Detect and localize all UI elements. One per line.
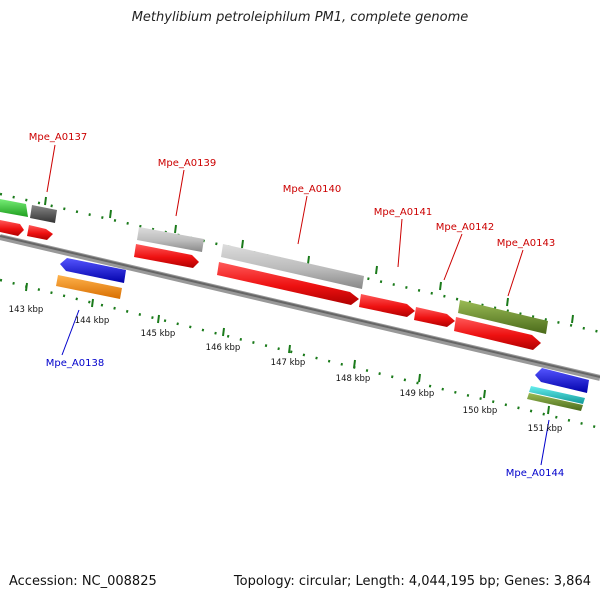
forward-label-leaders [46,144,524,297]
gene-label: Mpe_A0139 [158,158,216,169]
gene-Mpe_A0140-grey [221,244,364,289]
gene-Mpe_A0138-blue [60,258,126,283]
gene-red-small [27,225,53,240]
gene-Mpe_A0144-blue [535,368,589,393]
gene-Mpe_A0139-grey [137,227,204,252]
gene-label: Mpe_A0142 [436,222,494,233]
gene-label: Mpe_A0137 [29,132,87,143]
kbp-label: 150 kbp [463,406,498,416]
gene-label: Mpe_A0141 [374,207,432,218]
forward-strand-genes [0,199,548,350]
gene-Mpe_A0143-olive [458,300,548,334]
gene-green-fragment [0,199,28,217]
inner-scale-ring [0,278,600,430]
kbp-labels: 143 kbp 144 kbp 145 kbp 146 kbp 147 kbp … [9,305,563,434]
kbp-label: 146 kbp [206,343,241,353]
outer-scale-ring [0,192,600,334]
gene-Mpe_A0144-cyan [529,386,585,404]
gene-Mpe_A0139 [134,244,199,268]
reverse-label-leaders [61,309,550,466]
gene-label: Mpe_A0140 [283,184,341,195]
gene-Mpe_A0140 [217,262,359,305]
map-title: Methylibium petroleiphilum PM1, complete… [131,10,469,25]
gene-label: Mpe_A0144 [506,468,564,479]
gene-Mpe_A0137 [30,205,57,223]
kbp-label: 151 kbp [528,424,563,434]
kbp-label: 149 kbp [400,389,435,399]
topology-label: Topology: circular; Length: 4,044,195 bp… [233,574,591,589]
gene-label: Mpe_A0138 [46,358,104,369]
gene-red-fragment-left [0,220,24,236]
genome-backbone [0,234,600,381]
reverse-strand-genes [56,258,589,411]
forward-gene-labels: Mpe_A0137 Mpe_A0139 Mpe_A0140 Mpe_A0141 … [29,132,555,249]
gene-Mpe_A0142 [414,307,455,327]
gene-Mpe_A0138-orange [56,275,122,299]
gene-Mpe_A0143 [454,317,541,350]
accession-label: Accession: NC_008825 [9,574,157,589]
kbp-label: 147 kbp [271,358,306,368]
gene-Mpe_A0144-olive [527,393,583,411]
kbp-label: 143 kbp [9,305,44,315]
kbp-label: 148 kbp [336,374,371,384]
gene-Mpe_A0141 [359,294,415,317]
reverse-gene-labels: Mpe_A0138 Mpe_A0144 [46,358,564,479]
gene-label: Mpe_A0143 [497,238,555,249]
kbp-label: 144 kbp [75,316,110,326]
kbp-label: 145 kbp [141,329,176,339]
